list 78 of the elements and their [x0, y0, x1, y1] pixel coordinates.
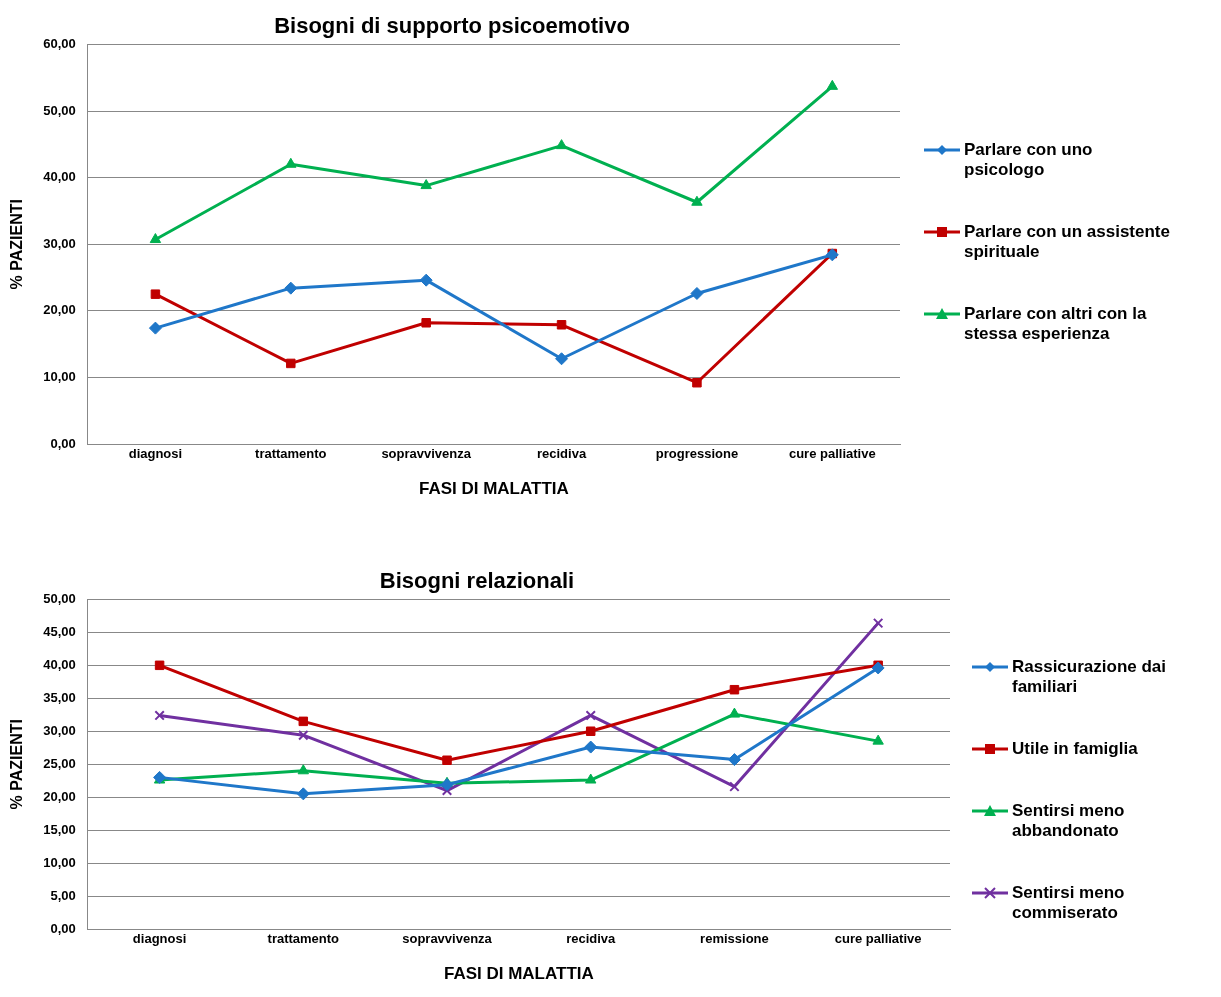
- x-tick-label: sopravvivenza: [402, 931, 493, 947]
- legend-label: Sentirsi meno abbandonato: [1012, 801, 1126, 841]
- point: [691, 195, 703, 206]
- y-tick-label: 30,00: [43, 722, 76, 738]
- y-tick-label: 40,00: [43, 169, 76, 185]
- point: [419, 273, 433, 287]
- x-tick-label: trattamento: [267, 931, 340, 947]
- y-tick-label: 0,00: [50, 435, 76, 451]
- y-tick-label: 10,00: [43, 854, 76, 870]
- point: [297, 764, 309, 775]
- legend-label: Parlare con un assistente spirituale: [964, 222, 1171, 262]
- point: [442, 755, 452, 765]
- chart-title: Bisogni relazionali: [379, 568, 575, 594]
- y-tick-label: 20,00: [43, 302, 76, 318]
- point: [150, 289, 161, 299]
- y-tick-label: 30,00: [43, 235, 76, 251]
- x-tick-label: cure palliative: [788, 446, 876, 462]
- legend-label: Rassicurazione dai familiari: [1012, 657, 1167, 697]
- point: [729, 684, 740, 695]
- point: [729, 781, 740, 792]
- point: [284, 281, 298, 295]
- point: [727, 753, 741, 767]
- x-tick-label: sopravvivenza: [381, 446, 472, 462]
- point: [585, 773, 597, 784]
- chart-title: Bisogni di supporto psicoemotivo: [274, 13, 630, 39]
- legend-label: Parlare con uno psicologo: [964, 140, 1094, 180]
- y-axis-title: % PAZIENTI: [8, 719, 26, 810]
- legend-label: Utile in famiglia: [1012, 739, 1138, 759]
- point: [154, 660, 165, 671]
- point: [692, 377, 702, 388]
- y-tick-label: 35,00: [43, 689, 76, 705]
- point: [421, 318, 431, 328]
- point: [690, 286, 704, 300]
- point: [154, 710, 165, 721]
- y-tick-label: 45,00: [43, 623, 76, 639]
- y-tick-label: 5,00: [50, 887, 76, 903]
- x-tick-label: trattamento: [255, 446, 327, 462]
- y-tick-label: 50,00: [43, 102, 76, 118]
- y-tick-label: 0,00: [50, 920, 76, 936]
- point: [584, 740, 598, 754]
- point: [728, 707, 741, 718]
- y-tick-label: 60,00: [43, 35, 76, 51]
- x-tick-label: recidiva: [536, 446, 587, 462]
- point: [298, 729, 309, 741]
- point: [296, 787, 310, 801]
- point: [556, 320, 567, 330]
- point: [148, 321, 162, 335]
- x-axis-title: FASI DI MALATTIA: [418, 479, 569, 499]
- x-tick-label: recidiva: [566, 931, 617, 947]
- point: [872, 734, 884, 745]
- x-axis-title: FASI DI MALATTIA: [443, 964, 594, 984]
- point: [826, 79, 839, 90]
- point: [420, 179, 432, 190]
- y-tick-label: 25,00: [43, 755, 76, 771]
- point: [585, 710, 596, 721]
- x-tick-label: remissione: [700, 931, 769, 947]
- point: [149, 233, 162, 244]
- point: [298, 716, 309, 727]
- point: [872, 617, 884, 629]
- point: [555, 139, 568, 150]
- x-tick-label: progressione: [655, 446, 739, 462]
- y-tick-label: 50,00: [43, 590, 76, 606]
- y-axis-title: % PAZIENTI: [8, 199, 26, 290]
- point: [555, 352, 569, 366]
- x-tick-label: cure palliative: [834, 931, 922, 947]
- y-tick-label: 40,00: [43, 656, 76, 672]
- legend-label: Parlare con altri con la stessa esperienza: [964, 304, 1148, 344]
- y-tick-label: 10,00: [43, 368, 76, 384]
- x-tick-label: diagnosi: [128, 446, 183, 462]
- y-tick-label: 20,00: [43, 788, 76, 804]
- point: [286, 358, 296, 369]
- y-tick-label: 15,00: [43, 821, 76, 837]
- point: [871, 661, 885, 675]
- legend-label: Sentirsi meno commiserato: [1012, 883, 1126, 923]
- point: [585, 726, 596, 736]
- point: [440, 778, 454, 792]
- x-tick-label: diagnosi: [132, 931, 187, 947]
- point: [285, 157, 297, 168]
